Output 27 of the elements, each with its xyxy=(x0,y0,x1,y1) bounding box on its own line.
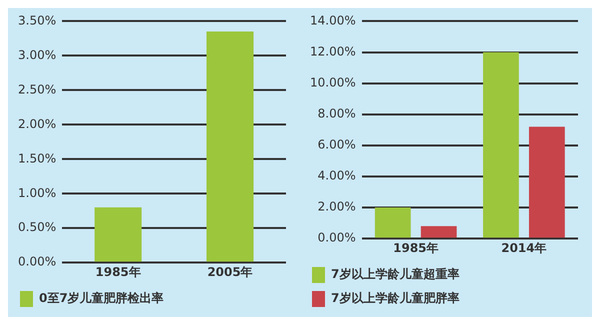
legend-label: 7岁以上学龄儿童超重率 xyxy=(331,267,460,282)
y-tick-label: 4.00% xyxy=(318,168,356,183)
x-tick-label: 2005年 xyxy=(207,264,253,279)
y-tick-label: 0.00% xyxy=(18,254,56,269)
x-tick-label: 1985年 xyxy=(393,240,439,255)
x-tick-label: 2014年 xyxy=(501,240,547,255)
bar xyxy=(420,226,457,238)
y-tick-label: 3.50% xyxy=(18,13,56,28)
y-tick-label: 10.00% xyxy=(310,75,356,90)
y-tick-label: 14.00% xyxy=(310,13,356,28)
bar xyxy=(374,208,411,238)
legend-label: 7岁以上学龄儿童肥胖率 xyxy=(331,291,460,306)
y-tick-label: 2.00% xyxy=(18,116,56,131)
x-tick-label: 1985年 xyxy=(95,264,141,279)
y-tick-label: 0.00% xyxy=(318,230,356,245)
y-tick-label: 0.50% xyxy=(18,220,56,234)
y-tick-label: 1.50% xyxy=(18,151,56,166)
bar xyxy=(483,52,519,238)
y-tick-label: 3.00% xyxy=(18,48,56,62)
y-tick-label: 2.50% xyxy=(18,82,56,96)
y-tick-label: 8.00% xyxy=(318,106,356,120)
y-tick-label: 1.00% xyxy=(18,186,56,200)
y-tick-label: 12.00% xyxy=(310,44,356,58)
y-tick-label: 2.00% xyxy=(318,200,356,214)
legend-label: 0至7岁儿童肥胖检出率 xyxy=(39,291,164,306)
y-tick-label: 6.00% xyxy=(318,138,356,152)
bar xyxy=(528,126,565,238)
